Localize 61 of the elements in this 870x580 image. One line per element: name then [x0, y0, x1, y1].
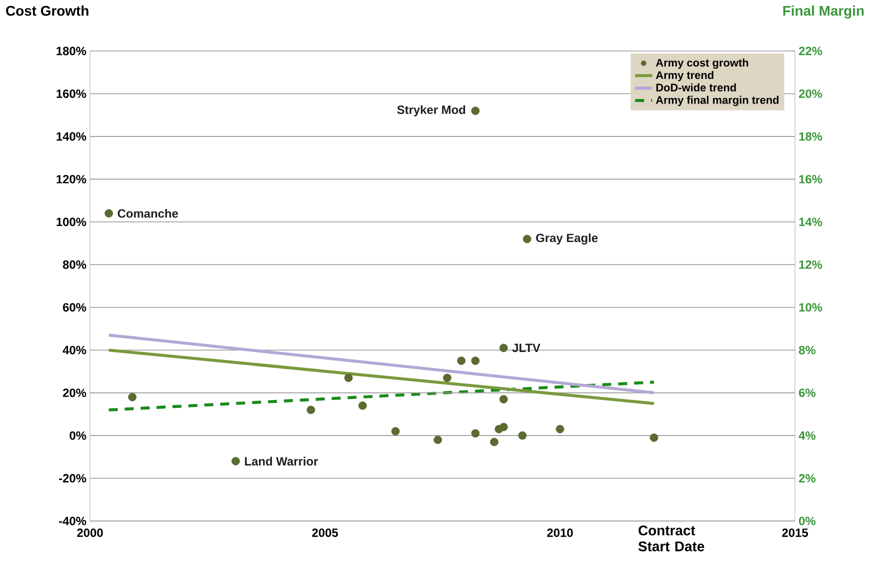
y2-tick-label: 16%: [799, 174, 822, 184]
point: [391, 427, 400, 436]
legend-label: Army trend: [656, 70, 714, 82]
y-tick-label: 0%: [70, 431, 86, 440]
y2-tick-label: 12%: [799, 260, 822, 269]
y-tick-label: 140%: [56, 132, 86, 141]
point: [518, 431, 527, 440]
y-tick-label: 60%: [62, 303, 86, 312]
y-axis-title: Cost Growth: [6, 6, 88, 16]
annotation: Land Warrior: [245, 456, 318, 466]
legend-label: Army final margin trend: [656, 96, 779, 106]
point: [471, 356, 480, 365]
point: [650, 433, 658, 442]
point: [306, 406, 316, 414]
y-tick-label: 20%: [62, 388, 86, 398]
point: [104, 209, 113, 218]
point: [499, 395, 508, 404]
y2-axis-title: Final Margin: [783, 6, 864, 19]
point: [471, 106, 480, 115]
annotation: Stryker Mod: [397, 105, 466, 116]
y2-tick-label: 8%: [798, 346, 816, 354]
y2-tick-label: 10%: [799, 303, 822, 312]
y-tick-label: 80%: [62, 260, 86, 269]
point: [128, 392, 136, 402]
point: [232, 456, 240, 466]
x-axis-title: Contract Start Date: [638, 526, 704, 552]
y-tick-label: 120%: [56, 174, 86, 184]
x-tick-label: 2005: [312, 528, 338, 537]
x-tick-label: 2015: [782, 528, 808, 537]
y-tick-label: 40%: [62, 346, 86, 354]
point: [344, 374, 353, 382]
y-tick-label: 180%: [56, 46, 86, 56]
point: [457, 356, 466, 365]
x-tick-label: 2000: [77, 528, 103, 537]
point: [556, 424, 564, 434]
y2-tick-label: 4%: [798, 431, 816, 440]
point: [358, 401, 367, 410]
y2-tick-label: 14%: [799, 218, 822, 226]
y2-tick-label: 0%: [799, 516, 816, 526]
x-tick-label: 2010: [547, 528, 573, 537]
point: [522, 234, 532, 244]
y2-tick-label: 6%: [798, 388, 816, 398]
annotation: JLTV: [512, 344, 540, 352]
y-tick-label: -40%: [59, 516, 86, 526]
point: [471, 429, 480, 438]
point: [443, 374, 452, 382]
y2-tick-label: 20%: [798, 89, 822, 98]
y2-tick-label: 18%: [799, 132, 822, 141]
y2-tick-label: 2%: [798, 474, 816, 482]
point: [499, 422, 508, 432]
y2-tick-label: 22%: [798, 46, 822, 56]
legend-label: DoD-wide trend: [656, 83, 736, 92]
annotation: Comanche: [118, 208, 178, 218]
y-tick-label: 100%: [56, 218, 86, 226]
point: [434, 436, 442, 444]
y-tick-label: 160%: [56, 89, 86, 98]
point: [490, 438, 498, 446]
annotation: Gray Eagle: [536, 233, 598, 245]
legend-label: Army cost growth: [656, 58, 748, 69]
point: [499, 344, 508, 352]
y-tick-label: -20%: [59, 474, 86, 482]
